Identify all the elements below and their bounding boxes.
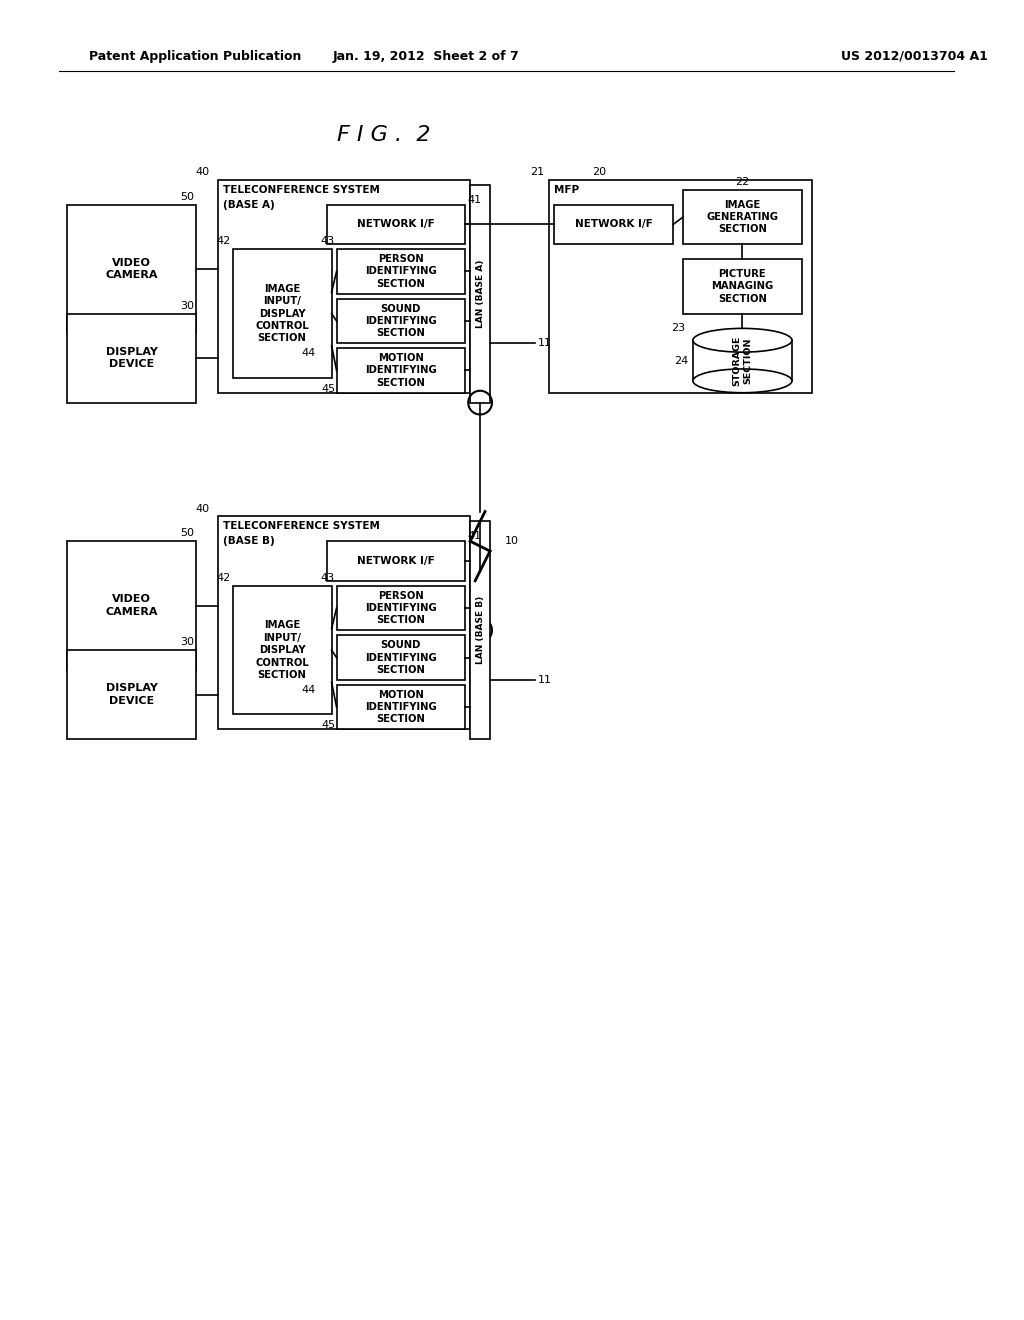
Bar: [470, 185, 490, 403]
Text: TELECONFERENCE SYSTEM: TELECONFERENCE SYSTEM: [223, 521, 380, 532]
Bar: [337, 586, 465, 631]
Text: 43: 43: [321, 573, 335, 583]
Bar: [693, 341, 792, 381]
Text: 10: 10: [505, 536, 519, 546]
Text: 24: 24: [674, 355, 688, 366]
Text: (BASE B): (BASE B): [223, 536, 274, 546]
Text: TELECONFERENCE SYSTEM: TELECONFERENCE SYSTEM: [223, 185, 380, 195]
Bar: [327, 541, 465, 581]
Text: 30: 30: [180, 638, 194, 647]
Text: Jan. 19, 2012  Sheet 2 of 7: Jan. 19, 2012 Sheet 2 of 7: [332, 50, 519, 62]
Text: NETWORK I/F: NETWORK I/F: [357, 219, 435, 230]
Text: 50: 50: [180, 528, 194, 539]
Bar: [68, 314, 196, 403]
Text: PERSON
IDENTIFYING
SECTION: PERSON IDENTIFYING SECTION: [365, 590, 437, 626]
Text: NETWORK I/F: NETWORK I/F: [574, 219, 652, 230]
Bar: [683, 190, 802, 244]
Bar: [470, 521, 490, 739]
Text: VIDEO
CAMERA: VIDEO CAMERA: [105, 257, 158, 280]
Text: MOTION
IDENTIFYING
SECTION: MOTION IDENTIFYING SECTION: [365, 352, 437, 388]
Text: (BASE A): (BASE A): [223, 199, 274, 210]
Bar: [337, 635, 465, 680]
Text: 43: 43: [321, 236, 335, 247]
Text: 20: 20: [592, 166, 606, 177]
Ellipse shape: [693, 370, 792, 393]
Bar: [337, 298, 465, 343]
Bar: [218, 516, 470, 729]
Text: VIDEO
CAMERA: VIDEO CAMERA: [105, 594, 158, 616]
Text: IMAGE
INPUT/
DISPLAY
CONTROL
SECTION: IMAGE INPUT/ DISPLAY CONTROL SECTION: [255, 620, 309, 680]
Text: IMAGE
GENERATING
SECTION: IMAGE GENERATING SECTION: [707, 199, 778, 235]
Bar: [68, 651, 196, 739]
Text: US 2012/0013704 A1: US 2012/0013704 A1: [842, 50, 988, 62]
Bar: [232, 249, 332, 378]
Text: LAN (BASE B): LAN (BASE B): [475, 597, 484, 664]
Text: 44: 44: [302, 348, 316, 358]
Text: DISPLAY
DEVICE: DISPLAY DEVICE: [105, 684, 158, 706]
Text: NETWORK I/F: NETWORK I/F: [357, 556, 435, 566]
Text: PICTURE
MANAGING
SECTION: PICTURE MANAGING SECTION: [712, 269, 773, 304]
Text: SOUND
IDENTIFYING
SECTION: SOUND IDENTIFYING SECTION: [365, 304, 437, 338]
Text: 42: 42: [216, 573, 230, 583]
Bar: [327, 205, 465, 244]
Text: LAN (BASE A): LAN (BASE A): [475, 260, 484, 327]
Text: 40: 40: [196, 503, 210, 513]
Text: IMAGE
INPUT/
DISPLAY
CONTROL
SECTION: IMAGE INPUT/ DISPLAY CONTROL SECTION: [255, 284, 309, 343]
Bar: [232, 586, 332, 714]
Bar: [550, 180, 812, 393]
Bar: [218, 180, 470, 393]
Text: Patent Application Publication: Patent Application Publication: [89, 50, 301, 62]
Text: 45: 45: [322, 384, 336, 393]
Text: 45: 45: [322, 721, 336, 730]
Text: SOUND
IDENTIFYING
SECTION: SOUND IDENTIFYING SECTION: [365, 640, 437, 675]
Text: DISPLAY
DEVICE: DISPLAY DEVICE: [105, 347, 158, 370]
Text: STORAGE
SECTION: STORAGE SECTION: [733, 335, 753, 385]
Text: 23: 23: [671, 323, 685, 334]
Text: MOTION
IDENTIFYING
SECTION: MOTION IDENTIFYING SECTION: [365, 689, 437, 725]
Text: MFP: MFP: [554, 185, 580, 195]
Text: F I G .  2: F I G . 2: [337, 125, 430, 145]
Bar: [337, 348, 465, 393]
Text: 21: 21: [530, 166, 545, 177]
Bar: [68, 205, 196, 334]
Text: 40: 40: [196, 166, 210, 177]
Ellipse shape: [693, 329, 792, 352]
Text: 41: 41: [467, 194, 481, 205]
Text: 42: 42: [216, 236, 230, 247]
Text: PERSON
IDENTIFYING
SECTION: PERSON IDENTIFYING SECTION: [365, 253, 437, 289]
Bar: [337, 685, 465, 729]
Text: 41: 41: [467, 531, 481, 541]
Text: 11: 11: [538, 338, 552, 348]
Text: 44: 44: [302, 685, 316, 694]
Text: 22: 22: [735, 177, 750, 187]
Bar: [683, 259, 802, 314]
Bar: [337, 249, 465, 294]
Text: 11: 11: [538, 675, 552, 685]
Bar: [554, 205, 673, 244]
Bar: [68, 541, 196, 669]
Text: 30: 30: [180, 301, 194, 310]
Text: 50: 50: [180, 191, 194, 202]
